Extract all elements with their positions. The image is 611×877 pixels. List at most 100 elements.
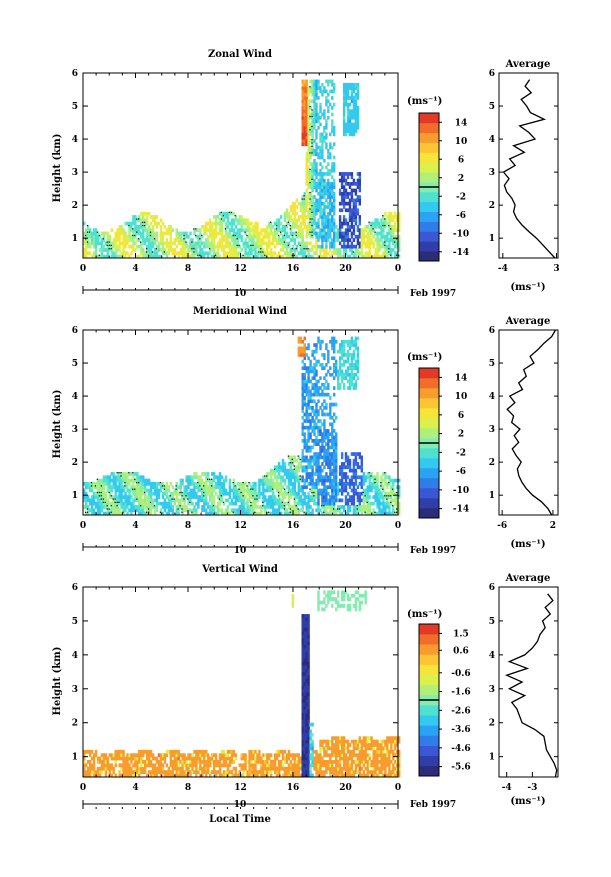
- heatmap-cell: [309, 162, 312, 166]
- heatmap-cell: [258, 505, 261, 509]
- heatmap-cell: [301, 125, 304, 130]
- heatmap-cell: [142, 248, 145, 252]
- heatmap-cell: [268, 505, 271, 509]
- heatmap-cell: [226, 211, 230, 216]
- heatmap-cell: [264, 505, 267, 509]
- heatmap-cell: [321, 152, 324, 156]
- heatmap-cell: [299, 478, 302, 483]
- heatmap-cell: [354, 92, 358, 97]
- x-tick-label: 20: [339, 521, 352, 531]
- heatmap-cell: [309, 448, 312, 453]
- heatmap-cell: [116, 749, 119, 754]
- heatmap-cell: [148, 241, 151, 246]
- heatmap-cell: [323, 112, 326, 117]
- heatmap-cell: [344, 82, 348, 87]
- heatmap-cell: [309, 225, 312, 229]
- heatmap-cell: [348, 379, 352, 384]
- heatmap-cell: [307, 185, 310, 189]
- heatmap-cell: [331, 432, 334, 437]
- heatmap-cell: [333, 349, 336, 354]
- heatmap-cell: [297, 346, 300, 351]
- heatmap-cell: [85, 248, 88, 252]
- heatmap-cell: [366, 508, 369, 513]
- heatmap-cell: [315, 238, 318, 242]
- heatmap-cell: [354, 234, 358, 239]
- heatmap-cell: [108, 485, 111, 489]
- heatmap-cell: [354, 508, 358, 513]
- heatmap-cell: [376, 244, 379, 249]
- heatmap-cell: [368, 248, 371, 252]
- heatmap-cell: [346, 125, 350, 130]
- heatmap-cell: [165, 763, 169, 768]
- heatmap-cell: [309, 205, 312, 209]
- heatmap-cell: [205, 472, 208, 476]
- heatmap-cell: [340, 468, 344, 473]
- heatmap-cell: [325, 432, 328, 437]
- heatmap-cell: [264, 498, 267, 503]
- heatmap-cell: [303, 482, 306, 486]
- heatmap-cell: [144, 485, 147, 489]
- heatmap-cell: [167, 244, 171, 249]
- heatmap-cell: [342, 215, 346, 219]
- heatmap-cell: [175, 770, 178, 774]
- heatmap-cell: [258, 495, 261, 499]
- contour-segment: [175, 485, 177, 487]
- heatmap-cell: [195, 234, 198, 239]
- heatmap-cell: [197, 478, 200, 483]
- heatmap-cell: [329, 406, 332, 410]
- heatmap-cell: [173, 753, 176, 758]
- heatmap-cell: [337, 386, 340, 390]
- heatmap-cell: [344, 188, 348, 193]
- heatmap-cell: [116, 511, 119, 516]
- heatmap-cell: [303, 386, 306, 390]
- heatmap-cell: [222, 248, 226, 252]
- heatmap-cell: [112, 244, 115, 249]
- heatmap-cell: [307, 115, 310, 120]
- heatmap-cell: [98, 773, 102, 778]
- heatmap-cell: [352, 82, 356, 87]
- heatmap-cell: [344, 369, 348, 374]
- heatmap-cell: [177, 231, 180, 236]
- heatmap-cell: [167, 749, 171, 754]
- heatmap-cell: [226, 238, 230, 242]
- heatmap-cell: [356, 208, 360, 213]
- heatmap-cell: [307, 195, 310, 199]
- contour-segment: [146, 511, 148, 513]
- heatmap-cell: [144, 238, 147, 242]
- heatmap-cell: [86, 498, 90, 503]
- heatmap-cell: [360, 248, 363, 252]
- heatmap-cell: [315, 96, 318, 100]
- heatmap-cell: [303, 495, 306, 499]
- heatmap-cell: [98, 505, 102, 509]
- heatmap-cell: [315, 112, 318, 117]
- heatmap-cell: [181, 495, 184, 499]
- heatmap-cell: [148, 495, 151, 499]
- heatmap-cell: [122, 248, 125, 252]
- heatmap-cell: [185, 234, 188, 239]
- contour-segment: [220, 495, 222, 497]
- heatmap-cell: [325, 386, 328, 390]
- heatmap-cell: [116, 228, 119, 232]
- heatmap-cell: [153, 508, 157, 513]
- heatmap-cell: [205, 491, 208, 496]
- heatmap-cell: [272, 231, 275, 236]
- heatmap-cell: [250, 485, 253, 489]
- heatmap-cell: [313, 149, 316, 153]
- contour-segment: [291, 462, 293, 464]
- heatmap-cell: [333, 244, 336, 249]
- heatmap-cell: [205, 763, 208, 768]
- heatmap-cell: [333, 511, 336, 516]
- heatmap-cell: [112, 254, 115, 259]
- heatmap-cell: [340, 343, 344, 347]
- heatmap-cell: [124, 498, 127, 503]
- heatmap-cell: [252, 238, 255, 242]
- heatmap-cell: [149, 495, 153, 499]
- contour-segment: [209, 478, 211, 480]
- heatmap-cell: [315, 501, 318, 506]
- heatmap-cell: [199, 498, 202, 503]
- heatmap-cell: [185, 760, 188, 764]
- heatmap-cell: [146, 505, 149, 509]
- heatmap-cell: [309, 129, 312, 133]
- heatmap-cell: [303, 198, 306, 203]
